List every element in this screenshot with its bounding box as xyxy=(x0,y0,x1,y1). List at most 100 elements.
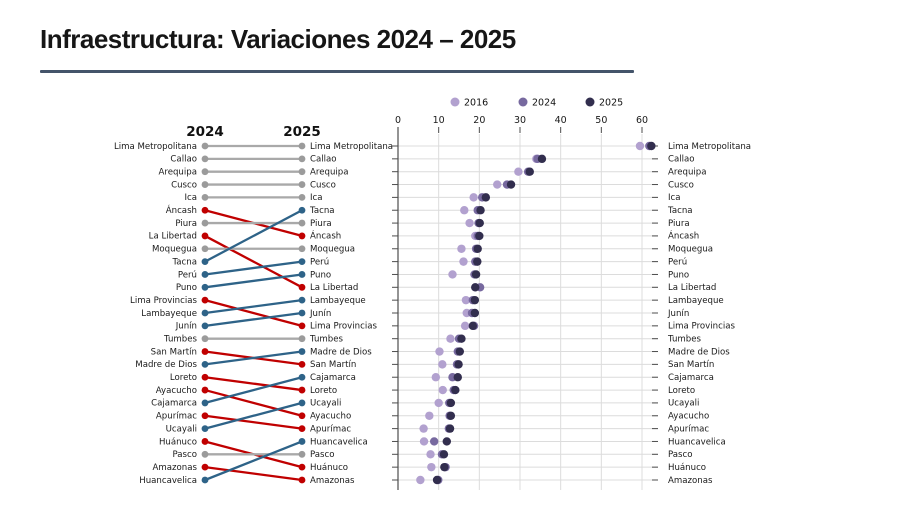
slope-dot-2025 xyxy=(298,309,306,317)
category-label: Cajamarca xyxy=(668,373,714,383)
slope-dot-2025 xyxy=(298,425,306,433)
slope-line xyxy=(203,414,304,430)
dot-2025 xyxy=(537,154,547,164)
category-label: Junín xyxy=(667,309,689,319)
dot-2025 xyxy=(525,167,534,176)
region-label-2024: Tumbes xyxy=(163,334,198,344)
axis-tick-label: 40 xyxy=(555,115,567,126)
region-label-2024: Huancavelica xyxy=(139,476,197,486)
slope-dot-2024 xyxy=(201,271,209,278)
slope-dot-2024 xyxy=(201,296,209,304)
region-label-2024: Junín xyxy=(175,322,197,332)
region-label-2024: Ica xyxy=(184,193,197,203)
region-label-2025: Cusco xyxy=(310,180,336,190)
dot-2025 xyxy=(475,231,484,241)
dot-2025 xyxy=(457,334,466,343)
slope-dot-2025 xyxy=(298,322,306,330)
slope-line xyxy=(203,376,304,405)
slope-dot-2025 xyxy=(298,271,306,278)
slope-dot-2025 xyxy=(298,386,306,394)
category-label: La Libertad xyxy=(668,283,716,293)
dot-2025 xyxy=(470,295,480,305)
slope-dot-2024 xyxy=(201,450,209,458)
slope-dot-2024 xyxy=(201,335,209,343)
dot-2016 xyxy=(426,450,435,459)
region-label-2024: Tacna xyxy=(171,257,197,267)
region-label-2025: Lambayeque xyxy=(310,296,366,306)
dot-2025 xyxy=(471,270,481,279)
region-label-2025: Piura xyxy=(310,219,332,229)
dot-2016 xyxy=(448,270,457,279)
slope-dot-2025 xyxy=(298,283,306,291)
region-label-2025: Junín xyxy=(309,309,331,319)
category-label: Loreto xyxy=(668,386,695,396)
dot-plot: 2016 2024 2025 0 10 20 30 40 50 60 Lima Metropolit… xyxy=(392,97,751,490)
region-label-2024: San Martín xyxy=(151,347,197,357)
legend-label-2024: 2024 xyxy=(532,98,556,109)
category-label: Lima Provincias xyxy=(668,322,735,332)
region-label-2025: Ica xyxy=(310,193,323,203)
dot-2016 xyxy=(465,218,474,228)
axis-tick-label: 50 xyxy=(595,115,607,126)
dot-2025 xyxy=(453,373,462,382)
region-label-2025: Lima Metropolitana xyxy=(310,142,393,152)
slope-dot-2025 xyxy=(298,450,306,458)
category-label: Arequipa xyxy=(668,167,707,177)
slope-dot-2024 xyxy=(201,399,209,407)
slope-dot-2024 xyxy=(201,373,209,381)
region-label-2025: Loreto xyxy=(310,386,337,396)
dot-2016 xyxy=(461,295,471,305)
slope-dot-2024 xyxy=(201,168,209,176)
dot-2025 xyxy=(475,218,484,228)
region-label-2025: Huánuco xyxy=(310,463,348,473)
dot-2016 xyxy=(438,385,447,395)
dot-2016 xyxy=(435,347,444,356)
category-label: Cusco xyxy=(668,180,694,190)
region-label-2024: Amazonas xyxy=(153,463,198,473)
slope-dot-2024 xyxy=(201,155,209,163)
category-label: San Martín xyxy=(668,360,714,370)
region-label-2025: Tacna xyxy=(309,206,335,216)
slope-dot-2025 xyxy=(298,296,306,304)
dot-2025 xyxy=(473,257,482,266)
region-label-2025: Arequipa xyxy=(310,167,349,177)
axis-tick-label: 20 xyxy=(473,115,485,126)
dot-2025 xyxy=(451,385,460,395)
region-label-2024: Ucayali xyxy=(166,424,197,434)
dot-2025 xyxy=(446,398,456,408)
slope-dot-2024 xyxy=(201,438,209,445)
region-label-2024: Loreto xyxy=(170,373,197,383)
category-label: Callao xyxy=(668,155,695,165)
region-label-2025: Áncash xyxy=(310,230,341,242)
slope-line xyxy=(203,440,304,482)
slope-dot-2024 xyxy=(201,142,209,150)
slope-dot-2024 xyxy=(201,425,209,433)
category-label: Perú xyxy=(668,257,687,267)
region-label-2024: Lambayeque xyxy=(141,309,197,319)
region-label-2025: Callao xyxy=(310,155,337,165)
slope-dot-2024 xyxy=(201,348,209,355)
dot-2016 xyxy=(438,360,447,369)
slope-dot-2025 xyxy=(298,245,306,253)
legend-swatch-2025 xyxy=(585,97,595,107)
dot-2025 xyxy=(473,244,482,253)
region-label-2025: Lima Provincias xyxy=(310,322,377,332)
dot-2025 xyxy=(446,411,456,420)
slope-dot-2025 xyxy=(298,219,306,227)
slope-line xyxy=(203,299,304,327)
slope-dot-2025 xyxy=(298,463,306,471)
dot-2016 xyxy=(446,334,455,343)
slope-dot-2025 xyxy=(298,181,306,188)
region-label-2025: Perú xyxy=(310,257,329,267)
region-label-2024: La Libertad xyxy=(149,232,197,242)
region-label-2025: Cajamarca xyxy=(310,373,356,383)
slope-dot-2025 xyxy=(298,168,306,176)
axis-tick-label: 0 xyxy=(395,115,401,126)
dot-2025 xyxy=(470,308,480,318)
category-label: Huánuco xyxy=(668,463,706,473)
slope-dot-2024 xyxy=(201,360,209,368)
region-label-2024: Puno xyxy=(176,283,197,293)
slope-dot-2025 xyxy=(298,142,306,150)
category-label: Moquegua xyxy=(668,245,713,255)
dot-2025 xyxy=(471,283,480,292)
